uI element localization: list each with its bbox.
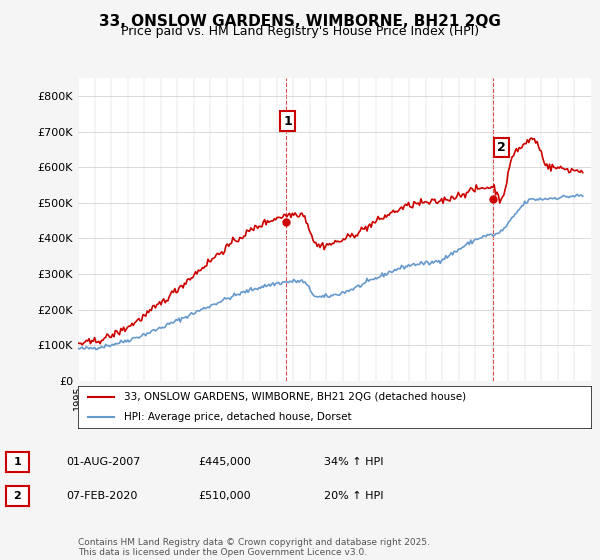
Text: 20% ↑ HPI: 20% ↑ HPI <box>324 491 383 501</box>
Text: 33, ONSLOW GARDENS, WIMBORNE, BH21 2QG: 33, ONSLOW GARDENS, WIMBORNE, BH21 2QG <box>99 14 501 29</box>
Text: 1: 1 <box>14 457 21 467</box>
Text: Price paid vs. HM Land Registry's House Price Index (HPI): Price paid vs. HM Land Registry's House … <box>121 25 479 38</box>
Text: 2: 2 <box>14 491 21 501</box>
Text: HPI: Average price, detached house, Dorset: HPI: Average price, detached house, Dors… <box>124 412 352 422</box>
Text: Contains HM Land Registry data © Crown copyright and database right 2025.
This d: Contains HM Land Registry data © Crown c… <box>78 538 430 557</box>
Text: 07-FEB-2020: 07-FEB-2020 <box>66 491 137 501</box>
Text: 34% ↑ HPI: 34% ↑ HPI <box>324 457 383 467</box>
Text: 1: 1 <box>283 115 292 128</box>
Text: 01-AUG-2007: 01-AUG-2007 <box>66 457 140 467</box>
Text: 2: 2 <box>497 141 506 154</box>
Text: £445,000: £445,000 <box>198 457 251 467</box>
Text: 33, ONSLOW GARDENS, WIMBORNE, BH21 2QG (detached house): 33, ONSLOW GARDENS, WIMBORNE, BH21 2QG (… <box>124 392 466 402</box>
Text: £510,000: £510,000 <box>198 491 251 501</box>
